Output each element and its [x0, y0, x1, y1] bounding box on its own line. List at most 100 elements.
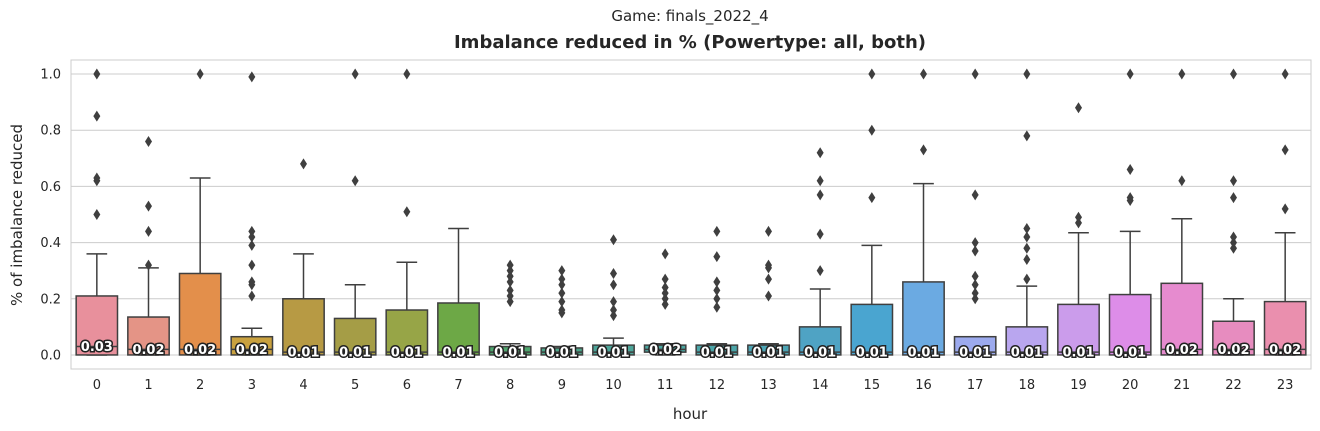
outlier-point: [765, 259, 772, 271]
outlier-point: [971, 237, 979, 249]
outlier-point: [713, 284, 721, 296]
x-tick-label: 13: [760, 378, 777, 393]
outlier-point: [1075, 217, 1082, 229]
outlier-point: [1126, 68, 1134, 80]
box-iqr: [1057, 303, 1100, 356]
outlier-point: [661, 287, 669, 299]
outlier-point: [506, 276, 514, 288]
box-hour-22: [1212, 68, 1255, 356]
outlier-point: [971, 245, 979, 257]
median-value-label: 0.01: [1011, 346, 1043, 361]
median-value-label: 0.02: [1217, 343, 1249, 358]
box-iqr: [178, 272, 222, 356]
median-value-label: 0.01: [907, 346, 939, 361]
outlier-point: [506, 259, 514, 271]
x-tick-label: 16: [915, 378, 932, 393]
x-tick-label: 14: [812, 378, 829, 393]
outlier-point: [1230, 231, 1237, 243]
outlier-point: [1230, 68, 1237, 80]
median-value-label: 0.01: [442, 346, 474, 361]
outlier-point: [506, 284, 514, 296]
outlier-point: [816, 175, 824, 187]
outlier-point: [713, 293, 721, 305]
median-value-label: 0.01: [494, 346, 526, 361]
outlier-point: [610, 234, 617, 246]
y-tick-label: 1.0: [40, 68, 61, 83]
median-value-label: 0.02: [236, 343, 268, 358]
outlier-point: [816, 265, 824, 277]
box-hour-19: [1057, 102, 1100, 356]
outlier-point: [1281, 68, 1289, 80]
x-tick-label: 11: [657, 378, 674, 393]
box-series: [75, 68, 1307, 356]
outlier-point: [248, 71, 256, 83]
box-iqr: [333, 317, 377, 356]
outlier-point: [920, 144, 927, 156]
y-tick-label: 0.6: [40, 180, 61, 195]
outlier-point: [93, 68, 101, 80]
outlier-point: [558, 304, 566, 316]
median-value-label: 0.01: [546, 346, 578, 361]
outlier-point: [506, 270, 514, 282]
outlier-point: [713, 276, 721, 288]
x-tick-label: 3: [248, 378, 256, 393]
x-tick-label: 22: [1225, 378, 1242, 393]
outlier-point: [351, 175, 359, 187]
outlier-point: [403, 68, 411, 80]
outlier-point: [558, 279, 566, 291]
y-tick-label: 0.0: [40, 348, 61, 363]
plot-area-frame: [70, 59, 1312, 370]
box-hour-14: [798, 147, 842, 356]
median-value-label: 0.01: [701, 346, 733, 361]
outlier-point: [300, 158, 307, 170]
box-hour-10: [592, 234, 635, 356]
y-tick-label: 0.8: [40, 124, 61, 139]
box-hour-18: [1005, 68, 1049, 356]
outlier-point: [93, 209, 101, 220]
outlier-point: [248, 276, 256, 288]
x-tick-label: 18: [1019, 378, 1036, 393]
grid-lines: [71, 73, 1311, 356]
outlier-point: [145, 225, 152, 237]
outlier-point: [971, 189, 979, 201]
outlier-point: [868, 124, 876, 136]
median-value-label: 0.01: [339, 346, 371, 361]
outlier-point: [1178, 175, 1186, 187]
outlier-point: [1126, 164, 1134, 176]
outlier-point: [610, 267, 617, 279]
x-tick-label: 1: [144, 378, 152, 393]
box-iqr: [695, 344, 739, 356]
outlier-point: [558, 296, 566, 308]
outlier-point: [403, 206, 411, 218]
outlier-point: [93, 110, 101, 122]
box-iqr: [1160, 282, 1204, 356]
outlier-point: [558, 287, 566, 299]
x-tick-label: 23: [1277, 378, 1294, 393]
outlier-point: [1281, 203, 1289, 215]
y-tick-label: 0.2: [40, 292, 61, 307]
box-iqr: [1263, 300, 1307, 356]
outlier-point: [661, 293, 669, 305]
outlier-point: [351, 68, 359, 80]
outlier-point: [661, 273, 669, 285]
box-iqr: [902, 281, 945, 356]
x-axis-label: hour: [673, 405, 708, 423]
median-value-label: 0.01: [804, 346, 836, 361]
median-value-label: 0.02: [132, 343, 164, 358]
outlier-point: [506, 296, 514, 308]
box-iqr: [230, 335, 274, 356]
x-tick-label: 12: [709, 378, 726, 393]
box-hour-11: [643, 248, 687, 356]
box-hour-8: [488, 259, 532, 356]
median-value-label: 0.01: [287, 346, 319, 361]
box-iqr: [75, 295, 119, 356]
outlier-point: [765, 273, 772, 285]
x-tick-label: 7: [454, 378, 462, 393]
outlier-point: [558, 265, 566, 277]
box-iqr: [282, 298, 325, 356]
outlier-point: [1023, 253, 1031, 265]
outlier-point: [868, 192, 876, 204]
outlier-point: [1230, 237, 1237, 249]
median-value-label: 0.01: [1062, 346, 1094, 361]
box-iqr: [747, 344, 790, 356]
